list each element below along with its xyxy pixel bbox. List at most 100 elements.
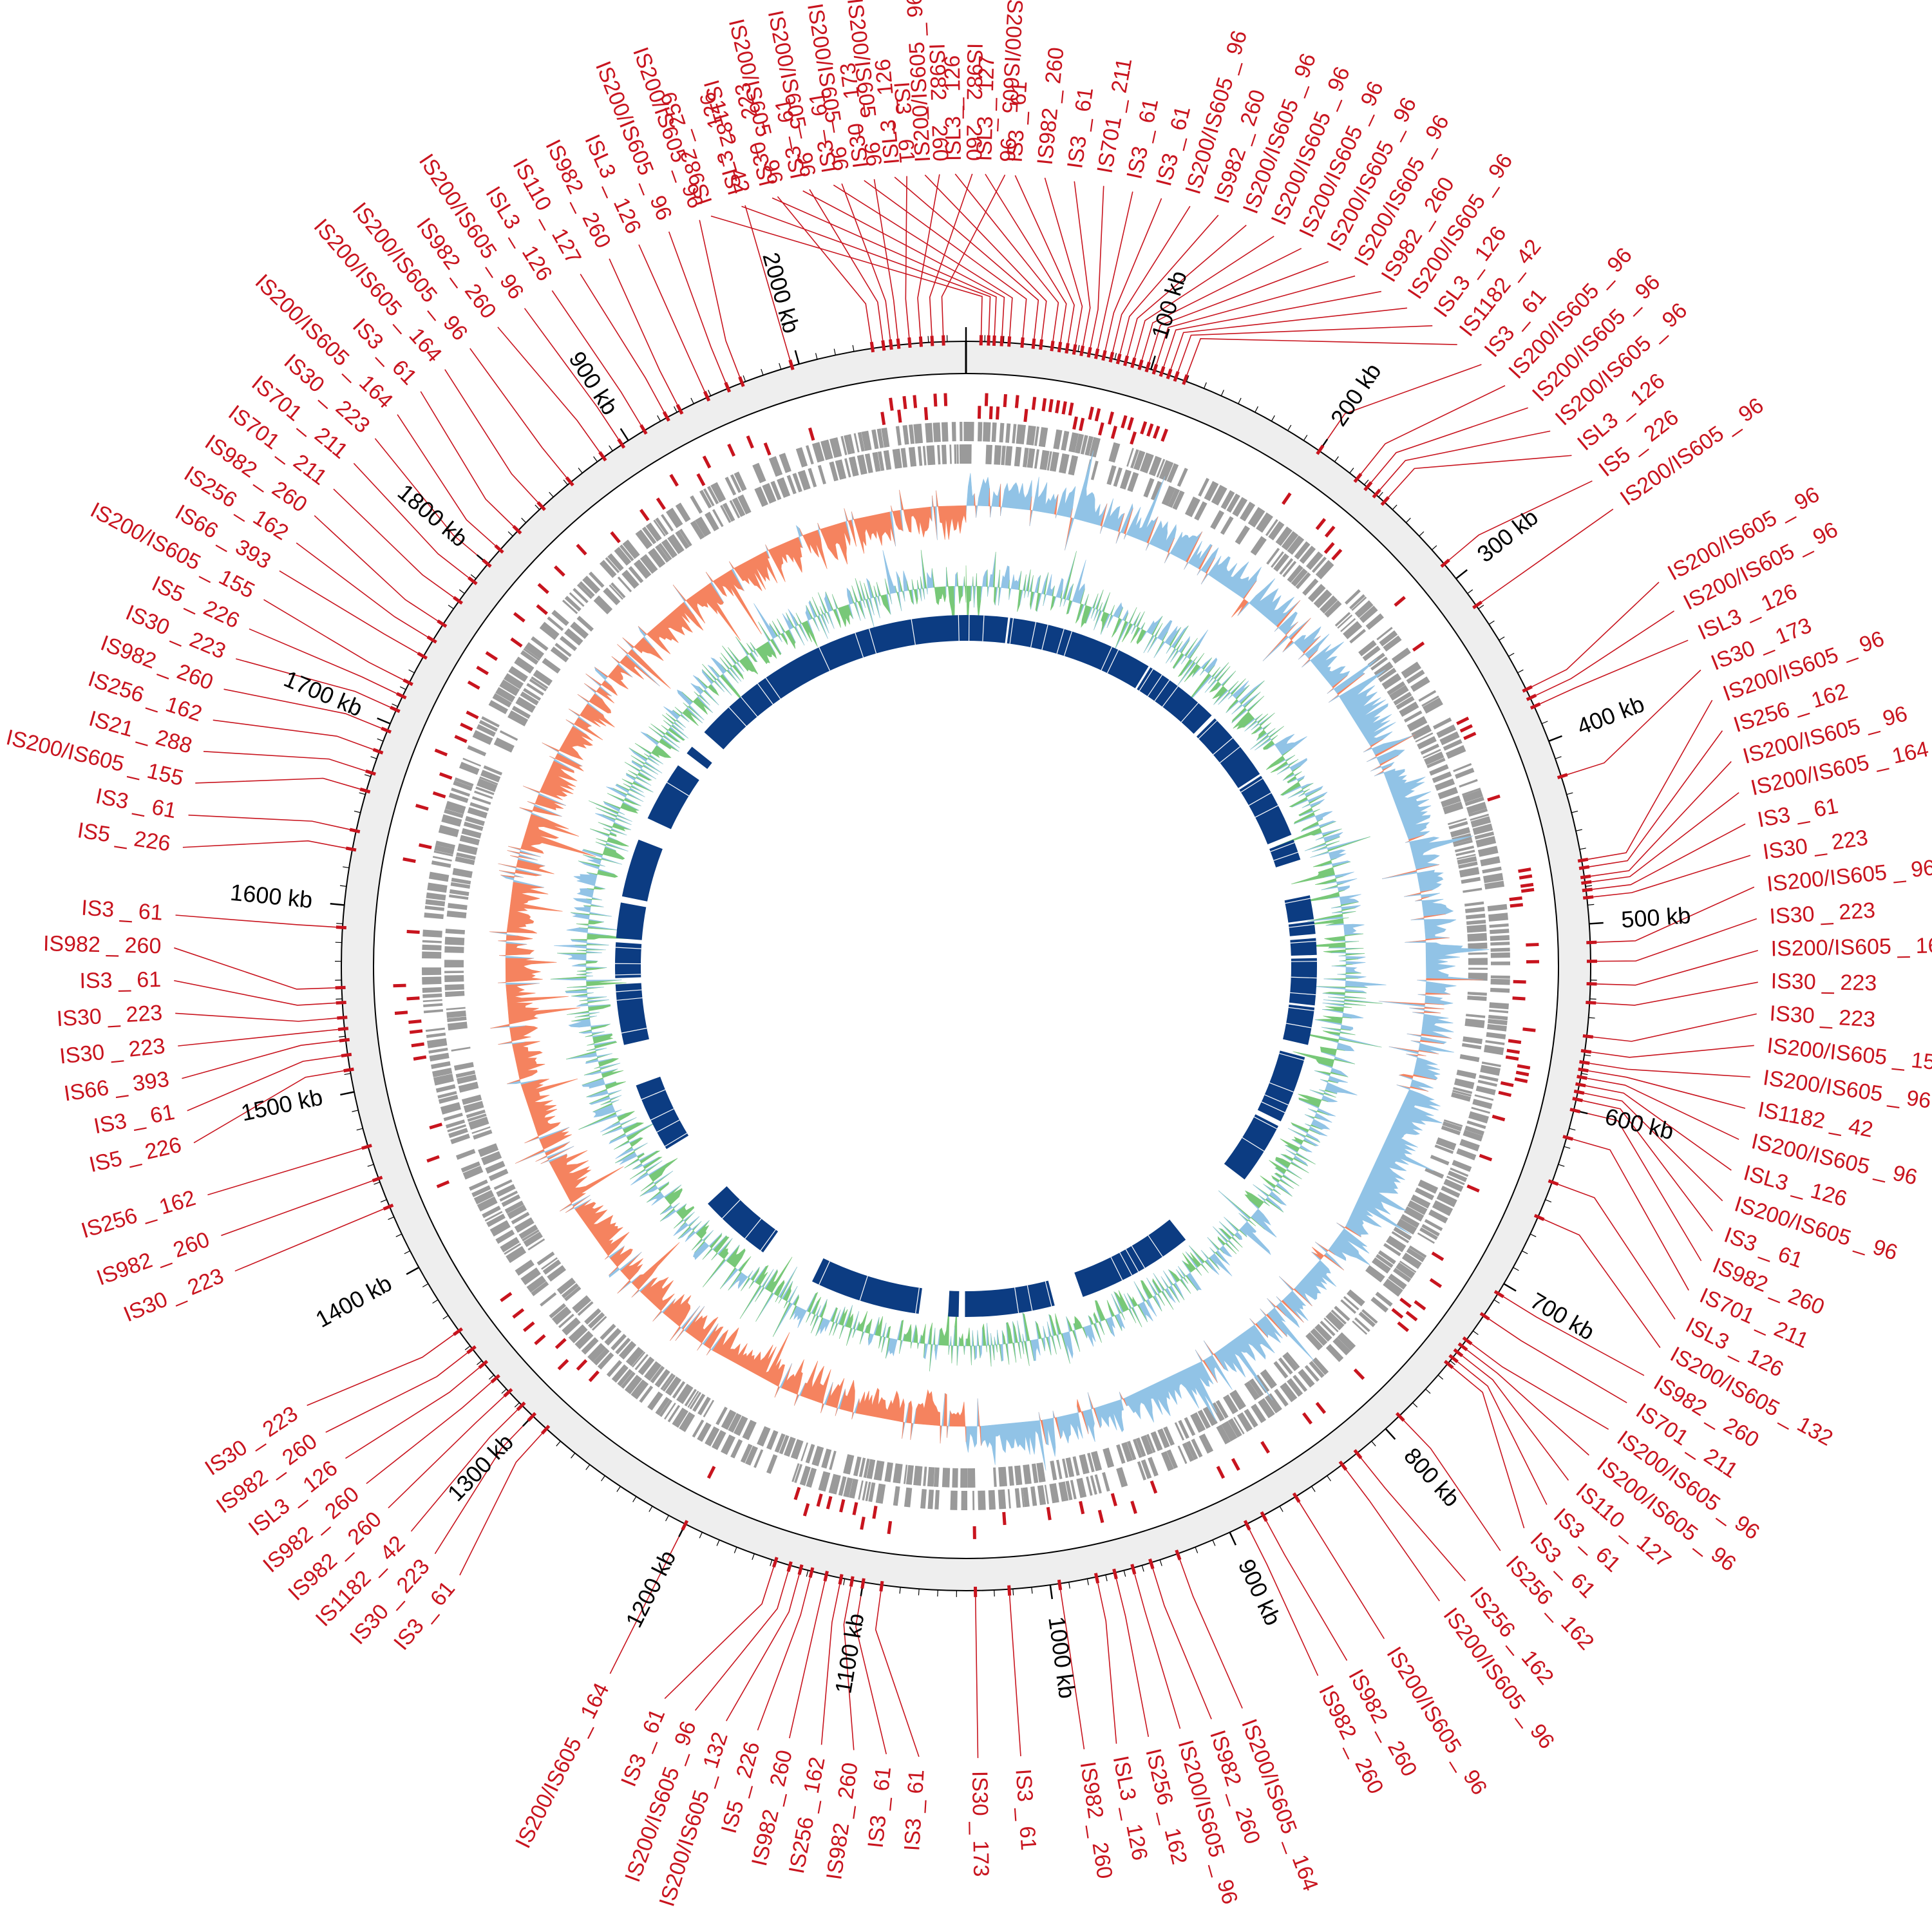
gc-content-area [1172, 640, 1189, 669]
gc-content-area [1280, 1153, 1309, 1167]
is-element-marker [1057, 341, 1063, 353]
cds-reverse [1407, 1200, 1428, 1215]
cds-forward [619, 544, 634, 562]
cds-reverse [1337, 614, 1353, 629]
cds-forward [858, 1480, 864, 1500]
gc-skew-area [1315, 1242, 1345, 1271]
gc-skew-area [507, 1041, 545, 1084]
is-label-connector [1097, 191, 1133, 349]
is-label-connector [551, 290, 641, 426]
cds-forward [1182, 1442, 1195, 1462]
cds-forward [531, 1281, 549, 1296]
gc-content-area [981, 1323, 987, 1352]
cds-reverse [694, 516, 712, 537]
is-label-connector [1481, 508, 1614, 603]
cds-reverse [450, 882, 471, 889]
cds-forward [1445, 745, 1466, 759]
cds-reverse [1463, 1036, 1483, 1045]
is-feature-mark [408, 1019, 422, 1024]
gc-content-area [956, 1337, 960, 1366]
cds-reverse [1468, 967, 1488, 970]
cds-reverse [949, 444, 952, 464]
cds-forward [1080, 435, 1088, 455]
cds-reverse [1410, 1194, 1431, 1209]
cds-reverse [1376, 1254, 1394, 1268]
cds-forward [1459, 779, 1478, 788]
gc-content-area [576, 888, 603, 900]
is-element-marker [1079, 345, 1085, 357]
cds-forward [706, 486, 719, 505]
minor-tick [380, 1199, 387, 1203]
gc-content-area [1331, 964, 1353, 967]
conserved-gap [1248, 792, 1272, 806]
gc-skew-area [1412, 1012, 1454, 1039]
is-label-connector [388, 1396, 505, 1509]
cds-forward [1393, 1267, 1412, 1283]
is-feature-mark [554, 1338, 567, 1349]
cds-reverse [1279, 558, 1294, 575]
is-label-connector [894, 176, 1039, 339]
gc-content-area [578, 1023, 611, 1033]
cds-forward [576, 583, 593, 600]
gc-skew-area [1381, 869, 1444, 893]
cds-forward [795, 447, 808, 468]
cds-reverse [493, 1179, 513, 1190]
gc-skew-area [498, 955, 535, 959]
is-feature-mark [576, 544, 587, 556]
gc-skew-area [1417, 994, 1454, 1005]
cds-forward [427, 1038, 448, 1048]
cds-reverse [1278, 1357, 1293, 1375]
gc-content-area [1299, 1099, 1336, 1117]
is-element-marker [1578, 865, 1590, 870]
cds-forward [829, 437, 842, 459]
gc-content-area [1178, 644, 1200, 677]
cds-reverse [1305, 1332, 1323, 1351]
is-feature-mark [1140, 421, 1148, 435]
is-label-connector [1448, 480, 1593, 561]
is-label-connector [664, 1567, 775, 1700]
gc-content-area [631, 760, 656, 779]
is-label-connector [609, 258, 678, 405]
minor-tick [352, 1110, 359, 1112]
gc-skew-area [1405, 941, 1490, 980]
gc-content-area [585, 1058, 613, 1064]
cds-reverse [705, 511, 719, 532]
cds-forward [1477, 1079, 1497, 1087]
is-element-marker [1173, 371, 1180, 382]
gc-content-area [624, 1152, 645, 1168]
is-label-connector [875, 1591, 920, 1757]
cds-reverse [720, 505, 732, 524]
is-feature-mark [669, 473, 679, 487]
cds-reverse [471, 796, 491, 805]
gc-content-area [606, 786, 641, 806]
is-element-marker [838, 1574, 844, 1585]
is-label-connector [1163, 290, 1381, 367]
axis-tick-label: 1500 kb [239, 1084, 325, 1126]
is-element-marker [1166, 368, 1173, 380]
cds-reverse [449, 889, 469, 896]
gc-skew-area [980, 1412, 1046, 1471]
cds-reverse [1432, 771, 1452, 783]
is-element-marker [1493, 1290, 1504, 1298]
cds-forward [1332, 1337, 1351, 1356]
cds-forward [587, 1343, 607, 1363]
is-element-label: IS3 _ 61 [1756, 793, 1840, 832]
is-element-marker [453, 1327, 464, 1336]
is-label-connector [1097, 1583, 1117, 1744]
gc-content-area [707, 665, 732, 696]
is-feature-mark [852, 1502, 858, 1515]
is-feature-mark [808, 427, 815, 441]
gc-content-area [1300, 819, 1323, 832]
cds-reverse [520, 691, 539, 706]
cds-forward [752, 462, 766, 484]
minor-tick [354, 810, 361, 813]
gc-content-area [948, 1336, 952, 1355]
is-feature-mark [1509, 896, 1522, 902]
axis-tick-label: 1800 kb [393, 478, 473, 552]
cds-forward [433, 1074, 454, 1086]
is-element-marker [1522, 685, 1533, 693]
cds-reverse [658, 543, 672, 561]
cds-forward [426, 1032, 446, 1038]
minor-tick [1472, 1331, 1479, 1335]
cds-forward [1022, 1487, 1030, 1508]
